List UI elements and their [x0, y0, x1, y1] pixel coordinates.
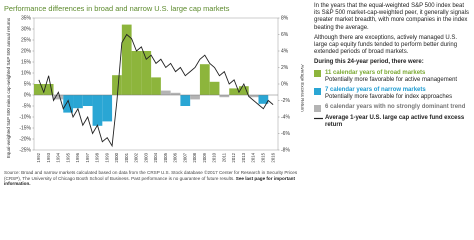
x-tick-label: 2007 [182, 152, 187, 162]
bar [92, 95, 103, 126]
x-tick-label: 1998 [95, 152, 100, 162]
x-tick-label: 2006 [173, 152, 178, 162]
y-tick-label: 10% [21, 70, 32, 76]
legend-item: 7 calendar years of narrow markets Potent… [314, 87, 470, 101]
bar [229, 88, 239, 95]
x-tick-label: 2008 [192, 152, 197, 162]
x-tick-label: 2000 [114, 152, 119, 162]
y2-tick-label: 0% [281, 81, 289, 87]
y2-tick-label: -2% [281, 98, 290, 104]
legend-line [314, 117, 323, 120]
chart-title: Performance differences in broad and nar… [4, 4, 230, 13]
bar [180, 95, 191, 106]
y2-tick-label: -8% [281, 147, 290, 153]
legend-label: 11 calendar years of broad markets [325, 69, 426, 76]
intro-text: In the years that the equal-weighted S&P… [314, 3, 469, 31]
x-tick-label: 2009 [202, 152, 207, 162]
bar [170, 92, 181, 95]
legend-swatch [314, 70, 321, 78]
bar [190, 95, 200, 100]
x-tick-label: 2013 [241, 152, 246, 162]
y-tick-label: 15% [21, 59, 32, 65]
y2-tick-label: 2% [281, 65, 289, 71]
y2-axis-label: Average Excess Return [300, 64, 305, 112]
bar [53, 95, 64, 100]
legend-item: 6 calendar years with no strongly domina… [314, 104, 470, 112]
bar [112, 75, 122, 95]
source-link: See last page for important information. [4, 175, 295, 187]
bar [73, 95, 83, 109]
bar [102, 95, 113, 122]
bar [82, 95, 93, 106]
y-tick-label: 30% [21, 26, 32, 32]
lead-text: During this 24-year period, there were: [314, 59, 424, 66]
y2-tick-label: 4% [281, 48, 289, 54]
body-text: Although there are exceptions, actively … [314, 34, 458, 56]
y-tick-label: -5% [22, 103, 31, 109]
x-tick-label: 1995 [65, 152, 70, 162]
bar [131, 51, 142, 95]
x-tick-label: 2011 [221, 152, 226, 162]
y2-tick-label: 8% [281, 15, 289, 21]
y2-tick-label: -6% [281, 131, 290, 137]
x-tick-label: 1997 [85, 152, 90, 162]
y2-tick-label: -4% [281, 114, 290, 120]
line-series [38, 33, 274, 148]
legend-label: Average 1-year U.S. large cap active fun… [325, 114, 465, 129]
x-tick-label: 2005 [163, 152, 168, 162]
bar [121, 24, 132, 96]
x-tick-label: 2010 [212, 152, 217, 162]
bar [160, 90, 171, 95]
x-tick-label: 1999 [104, 152, 109, 162]
legend-label: 7 calendar years of narrow markets [325, 87, 426, 94]
y-tick-label: 5% [24, 81, 32, 87]
side-panel: In the years that the equal-weighted S&P… [314, 3, 470, 129]
x-tick-label: 2003 [143, 152, 148, 162]
y-tick-label: 35% [21, 15, 32, 21]
page: Performance differences in broad and nar… [4, 3, 470, 187]
bar [219, 95, 230, 98]
bar [43, 84, 54, 95]
legend-note: Potentially more favorable for index app… [325, 94, 453, 101]
y-tick-label: -20% [19, 136, 31, 142]
x-tick-label: 1994 [56, 152, 61, 162]
y-tick-label: 20% [21, 48, 32, 54]
x-tick-label: 2016 [270, 152, 275, 162]
y2-tick-label: 6% [281, 32, 289, 38]
bar [248, 95, 259, 98]
bar [209, 81, 220, 95]
y-tick-label: 0% [24, 92, 32, 98]
legend-item: 11 calendar years of broad markets Potent… [314, 70, 470, 84]
x-tick-label: 1993 [46, 152, 51, 162]
source-note: Source: Broad and narrow markets calcula… [4, 170, 300, 187]
x-tick-label: 2012 [231, 152, 236, 162]
x-tick-label: 2002 [134, 152, 139, 162]
x-tick-label: 2015 [261, 152, 266, 162]
x-tick-label: 1996 [75, 152, 80, 162]
y-tick-label: -15% [19, 125, 31, 131]
bar [151, 77, 161, 95]
bar [141, 51, 152, 95]
legend-swatch [314, 87, 321, 95]
y-tick-label: -10% [19, 114, 31, 120]
bar [34, 84, 44, 95]
y-tick-label: 25% [21, 37, 32, 43]
bar [199, 64, 210, 95]
bar [238, 86, 249, 95]
legend-label: 6 calendar years with no strongly domina… [325, 104, 466, 111]
source-text: Source: Broad and narrow markets calcula… [4, 170, 298, 181]
y-tick-label: -25% [19, 147, 31, 153]
bar [258, 95, 269, 104]
bar [63, 95, 74, 113]
legend-note: Potentially more favorable for active ma… [325, 76, 458, 83]
legend-item: Average 1-year U.S. large cap active fun… [314, 115, 470, 129]
x-tick-label: 2004 [153, 152, 158, 162]
x-tick-label: 2014 [251, 152, 256, 162]
y-axis-label: Equal-weighted S&P 500 minus cap-weighte… [6, 17, 11, 158]
legend-swatch [314, 104, 321, 112]
chart: Performance differences in broad and nar… [4, 4, 305, 163]
x-tick-label: 1992 [36, 152, 41, 162]
x-tick-label: 2001 [124, 152, 129, 162]
